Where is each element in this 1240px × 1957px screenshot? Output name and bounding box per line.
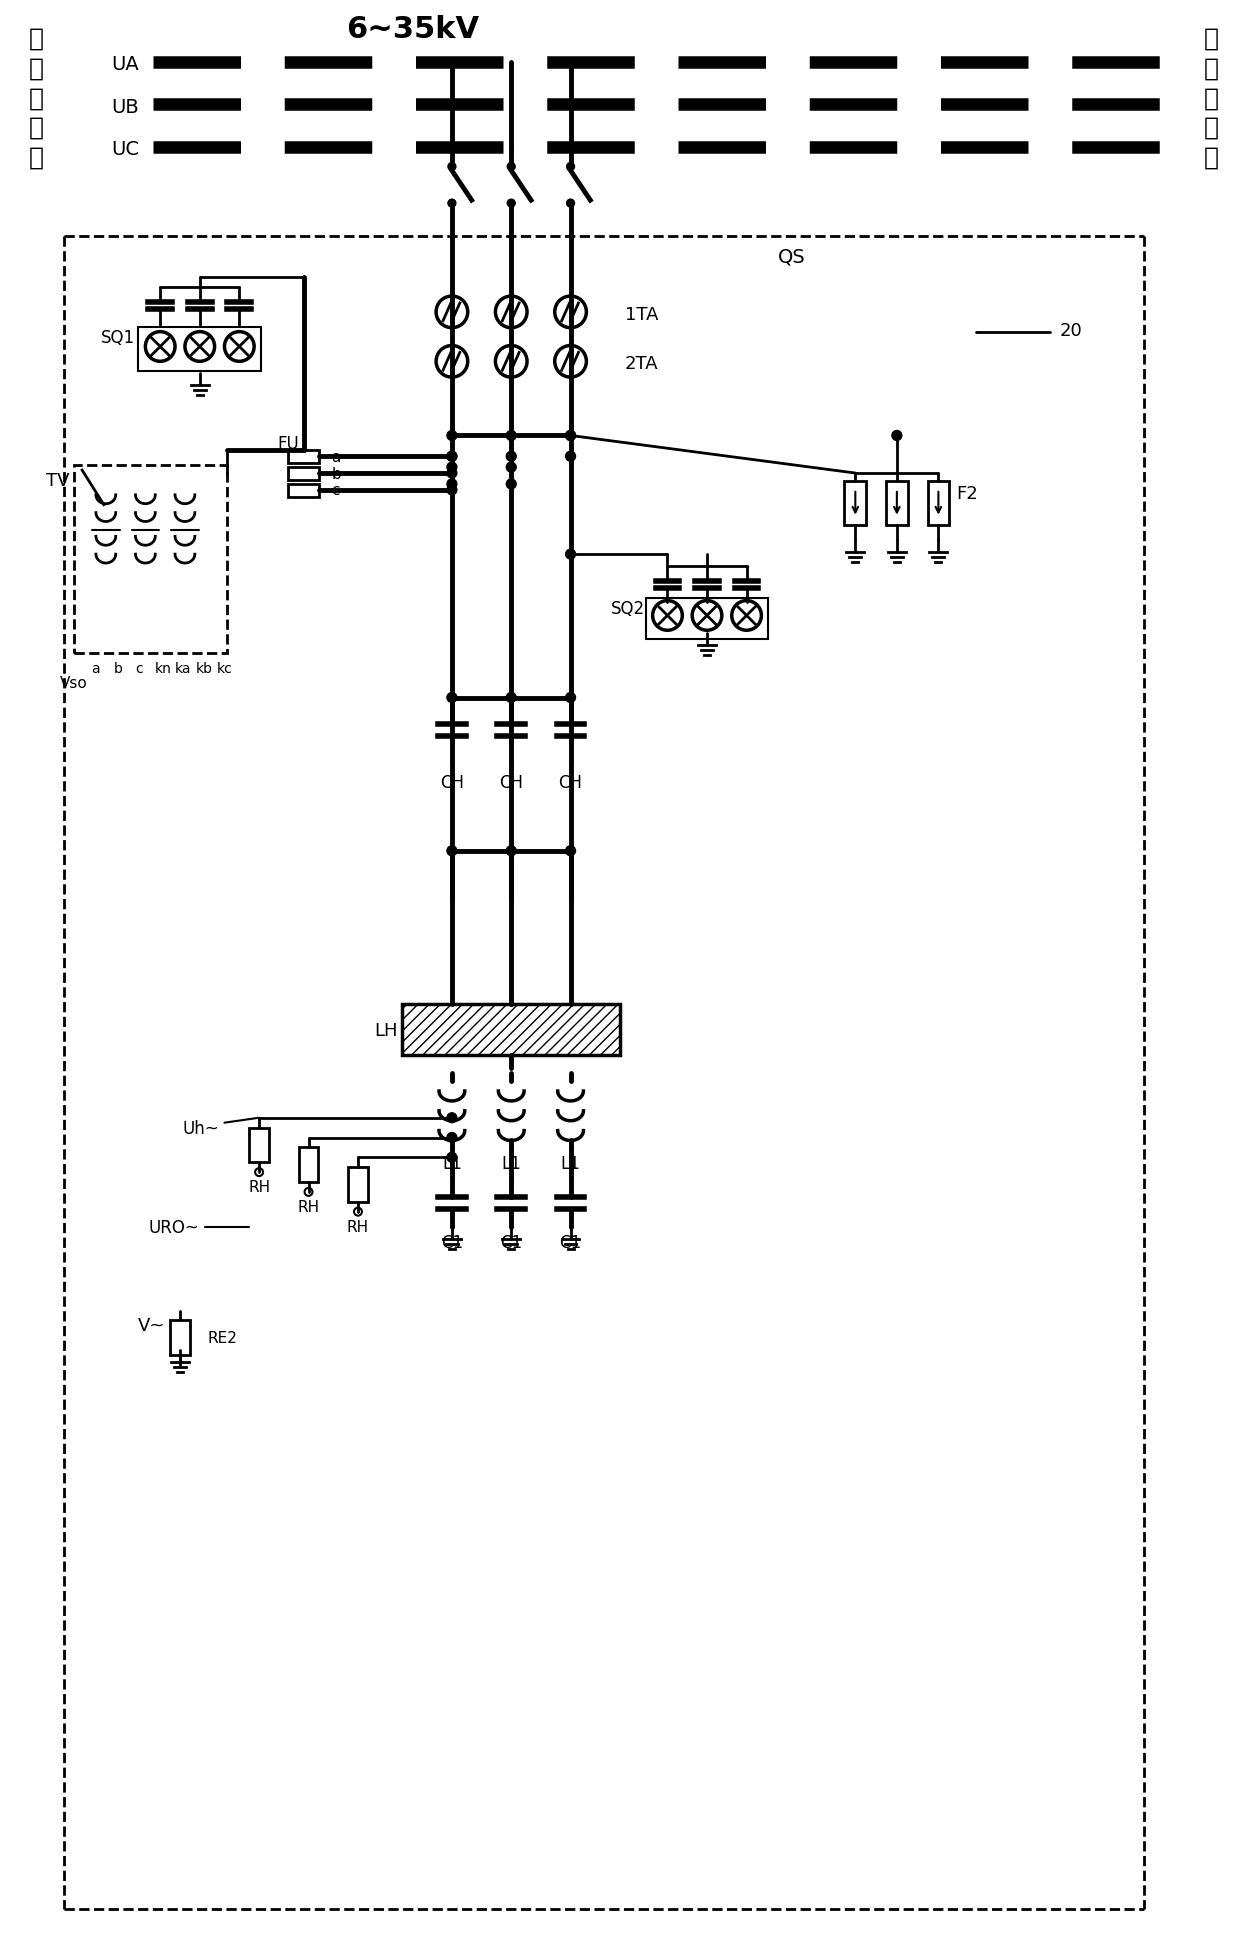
Text: UA: UA	[112, 55, 139, 74]
Circle shape	[448, 200, 456, 207]
Bar	[288, 450, 320, 464]
Text: F2: F2	[956, 485, 978, 503]
Text: kc: kc	[217, 661, 232, 675]
Circle shape	[446, 1133, 456, 1143]
Circle shape	[565, 693, 575, 703]
Text: CH: CH	[500, 773, 523, 791]
Text: 1TA: 1TA	[625, 305, 658, 323]
Circle shape	[565, 431, 575, 440]
Text: 2TA: 2TA	[625, 354, 658, 374]
Text: TV: TV	[46, 472, 69, 489]
Circle shape	[446, 431, 456, 440]
Text: a: a	[92, 661, 100, 675]
Circle shape	[448, 164, 456, 172]
Circle shape	[446, 693, 456, 703]
Text: UB: UB	[112, 98, 139, 117]
Circle shape	[446, 470, 456, 479]
Text: C1: C1	[559, 1233, 582, 1252]
Text: 母: 母	[29, 27, 45, 51]
Text: 20: 20	[1060, 321, 1083, 339]
Text: SQ1: SQ1	[102, 329, 135, 346]
Bar	[299, 1149, 319, 1182]
Circle shape	[446, 1114, 456, 1123]
Bar	[139, 327, 262, 372]
Circle shape	[446, 845, 456, 857]
Text: b: b	[331, 466, 341, 481]
Circle shape	[506, 693, 516, 703]
Text: 线: 线	[1204, 57, 1219, 80]
Circle shape	[507, 164, 515, 172]
Text: V~: V~	[138, 1317, 165, 1335]
Text: ka: ka	[175, 661, 191, 675]
Text: 端: 端	[1204, 145, 1219, 170]
Circle shape	[446, 1153, 456, 1162]
Text: L1: L1	[560, 1155, 580, 1172]
Bar	[74, 466, 227, 654]
Bar	[646, 599, 769, 640]
Circle shape	[506, 452, 516, 462]
Circle shape	[446, 452, 456, 462]
Circle shape	[567, 164, 574, 172]
Text: QS: QS	[779, 247, 806, 266]
Text: 线: 线	[29, 57, 45, 80]
Text: kb: kb	[196, 661, 213, 675]
Text: C1: C1	[441, 1233, 463, 1252]
Text: L1: L1	[501, 1155, 521, 1172]
Bar	[288, 468, 320, 481]
Text: CH: CH	[558, 773, 583, 791]
Text: 线: 线	[29, 115, 45, 139]
Bar	[348, 1168, 368, 1202]
Circle shape	[565, 845, 575, 857]
Bar	[403, 1004, 620, 1057]
Bar	[844, 481, 867, 526]
Text: FU: FU	[277, 434, 299, 454]
Circle shape	[506, 479, 516, 489]
Text: c: c	[135, 661, 144, 675]
Text: LH: LH	[374, 1022, 398, 1039]
Text: RE2: RE2	[207, 1331, 238, 1344]
Text: Uh~: Uh~	[182, 1119, 219, 1137]
Circle shape	[446, 485, 456, 495]
Text: CH: CH	[440, 773, 464, 791]
Text: c: c	[331, 483, 340, 499]
Text: UC: UC	[112, 141, 140, 159]
Circle shape	[446, 479, 456, 489]
Text: b: b	[113, 661, 122, 675]
Circle shape	[506, 464, 516, 474]
Text: 母: 母	[1204, 27, 1219, 51]
Bar	[249, 1127, 269, 1162]
Text: C1: C1	[500, 1233, 522, 1252]
Circle shape	[565, 452, 575, 462]
Bar	[288, 485, 320, 497]
Circle shape	[446, 452, 456, 462]
Bar	[928, 481, 950, 526]
Circle shape	[506, 845, 516, 857]
Text: 进: 进	[29, 86, 45, 110]
Text: 线: 线	[1204, 115, 1219, 139]
Circle shape	[506, 431, 516, 440]
Circle shape	[565, 431, 575, 440]
Text: a: a	[331, 450, 341, 464]
Text: 端: 端	[29, 145, 45, 170]
Text: kn: kn	[155, 661, 171, 675]
Text: 6~35kV: 6~35kV	[346, 14, 479, 43]
Text: 出: 出	[1204, 86, 1219, 110]
Circle shape	[892, 431, 901, 440]
Circle shape	[567, 200, 574, 207]
Text: URO~: URO~	[149, 1217, 200, 1237]
Bar	[170, 1321, 190, 1356]
Circle shape	[446, 464, 456, 474]
Text: RH: RH	[248, 1180, 270, 1196]
Circle shape	[565, 550, 575, 560]
Bar	[887, 481, 908, 526]
Text: RH: RH	[347, 1219, 370, 1235]
Text: L1: L1	[441, 1155, 461, 1172]
Circle shape	[507, 200, 515, 207]
Text: RH: RH	[298, 1200, 320, 1215]
Text: Vso: Vso	[61, 675, 88, 691]
Text: SQ2: SQ2	[610, 599, 645, 616]
